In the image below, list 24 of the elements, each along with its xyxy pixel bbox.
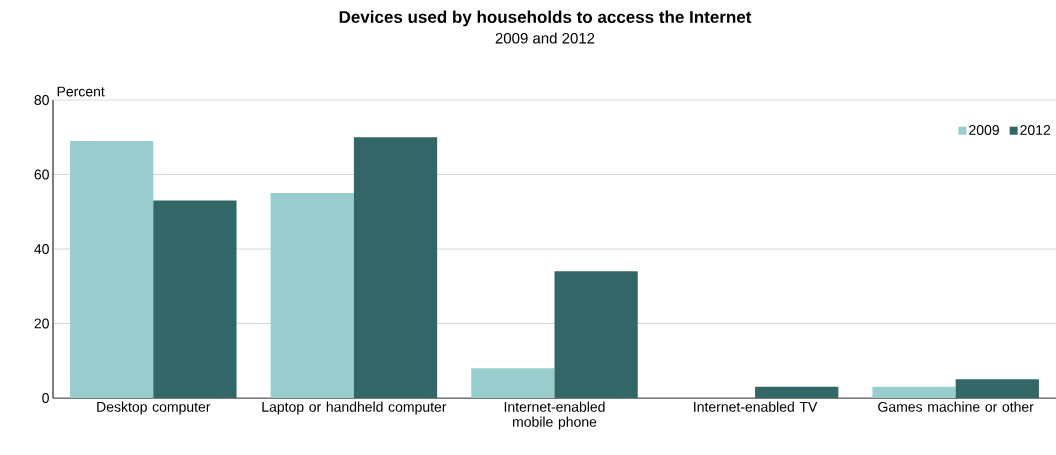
bar (872, 386, 956, 398)
chart-subtitle: 2009 and 2012 (495, 32, 595, 44)
y-tick-label: 40 (34, 244, 49, 254)
y-tick-label: 60 (34, 169, 49, 180)
x-tick-label: Laptop or handheld computer (262, 401, 447, 415)
bar (471, 368, 555, 398)
bar (153, 200, 237, 398)
bar (270, 193, 354, 398)
bar (755, 386, 839, 398)
y-axis-title: Percent (57, 86, 105, 97)
y-tick-label: 80 (34, 95, 49, 105)
x-tick-label: Internet-enabled TV (694, 401, 818, 412)
x-tick-label: Internet-enabled mobile phone (504, 401, 605, 430)
y-tick-label: 20 (34, 318, 49, 329)
bar (955, 379, 1039, 398)
bar (554, 271, 638, 398)
legend-label: 2012 (1020, 125, 1051, 135)
bar (70, 140, 154, 398)
x-tick-label: Games machine or other (878, 401, 1034, 412)
x-tick-label: Desktop computer (97, 401, 211, 415)
y-tick-label: 0 (42, 393, 49, 403)
chart-title: Devices used by households to access the Internet (339, 10, 752, 27)
bar (353, 137, 438, 398)
legend-label: 2009 (969, 125, 999, 135)
